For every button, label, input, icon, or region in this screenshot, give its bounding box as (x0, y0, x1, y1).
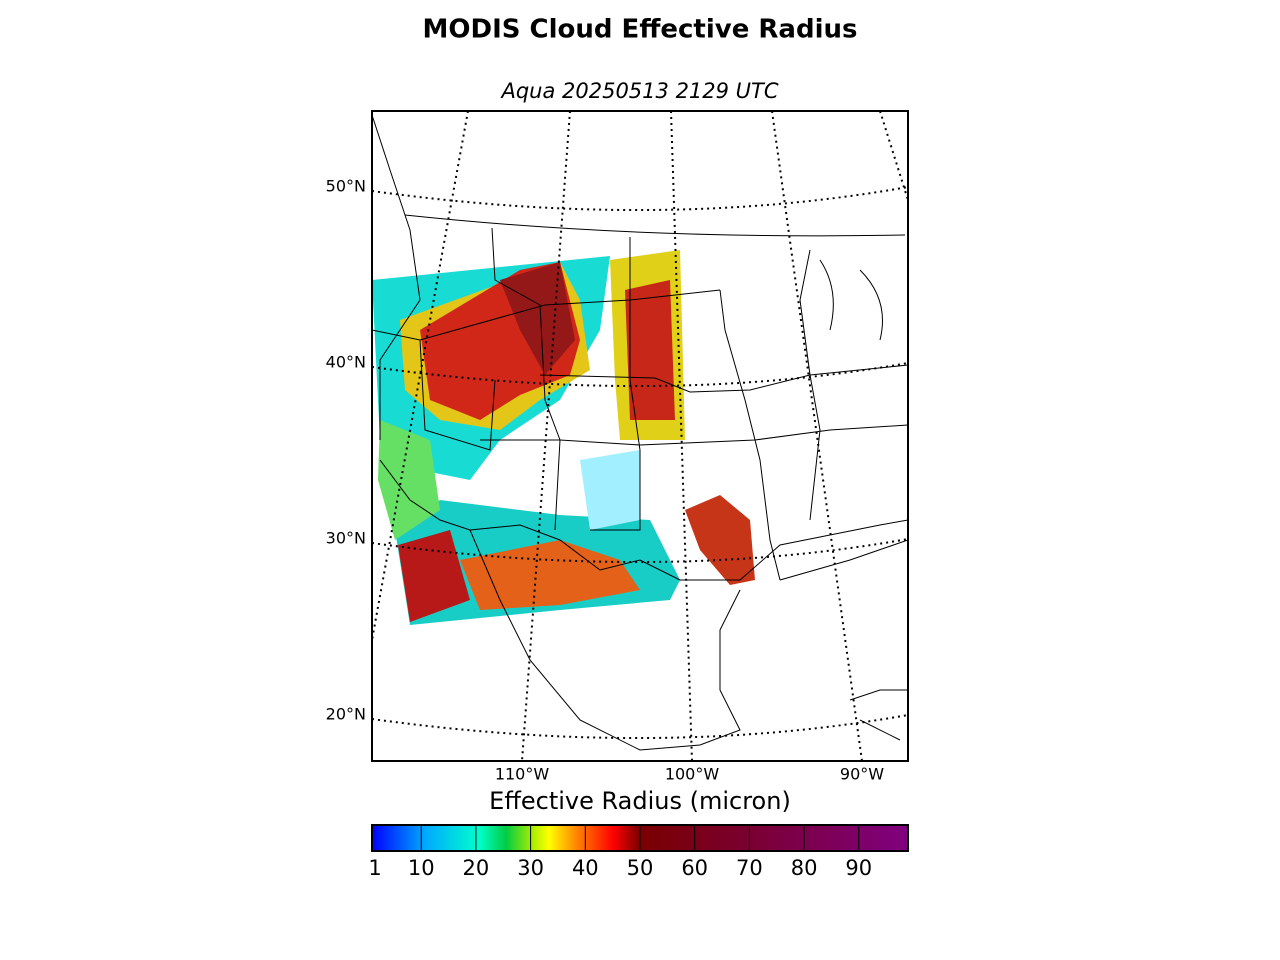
graticule-line (879, 111, 908, 201)
colorbar-tick-label: 30 (517, 856, 544, 880)
colorbar-tick-label: 50 (627, 856, 654, 880)
lat-label: 20°N (326, 705, 366, 724)
colorbar-tick-label: 80 (791, 856, 818, 880)
colorbar-tick-label: 20 (463, 856, 490, 880)
subtitle: Aqua 20250513 2129 UTC (499, 79, 778, 103)
colorbar-tick-label: 10 (408, 856, 435, 880)
meridian (521, 111, 571, 761)
colorbar-tick-label: 60 (681, 856, 708, 880)
parallel (372, 714, 908, 740)
meridian (670, 111, 693, 761)
lat-label: 40°N (326, 353, 366, 372)
parallel (372, 186, 908, 212)
meridian (771, 111, 863, 761)
colorbar-label: Effective Radius (micron) (489, 787, 791, 815)
colorbar-tick-label: 40 (572, 856, 599, 880)
lon-label: 110°W (495, 765, 550, 784)
map-body (372, 111, 908, 761)
graticule (372, 111, 908, 761)
parallel (372, 362, 908, 388)
colorbar-tick-label: 1 (368, 856, 381, 880)
cloud-data (372, 250, 755, 625)
lat-label: 50°N (326, 177, 366, 196)
colorbar-tick-label: 90 (845, 856, 872, 880)
map-frame (371, 110, 909, 762)
title: MODIS Cloud Effective Radius (423, 15, 858, 45)
lon-label: 90°W (840, 765, 884, 784)
parallel (372, 538, 908, 564)
lon-label: 100°W (665, 765, 720, 784)
colorbar-tick-label: 70 (736, 856, 763, 880)
borders (372, 114, 908, 751)
lat-label: 30°N (326, 529, 366, 548)
